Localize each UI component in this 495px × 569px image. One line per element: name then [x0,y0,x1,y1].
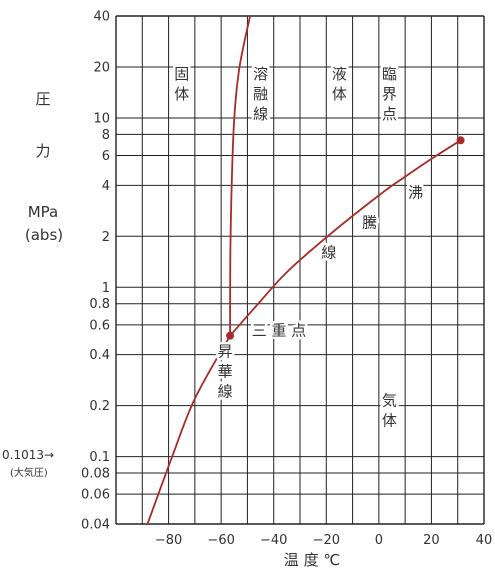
x-tick-labels: −80 −60 −40 −20 0 20 40 [155,533,492,548]
region-label-char: 体 [332,85,347,103]
region-label-char: 華 [218,363,233,381]
y-tick-label: 0.8 [89,297,110,312]
y-tick-label: 2 [102,230,110,245]
phase-curves [146,15,462,525]
x-tick-label: −80 [155,533,182,548]
region-label-char: 体 [382,412,397,430]
y-axis-label-unit: MPa [27,203,59,221]
region-label-char: 体 [174,85,189,103]
y-tick-label: 0.06 [81,488,110,503]
region-label: 三 重 点 [252,321,307,339]
region-label-char: 線 [218,383,233,401]
atmospheric-pressure-note: (大気圧) [10,468,48,479]
region-label-char: 線 [253,105,268,123]
boiling-curve [229,139,462,337]
y-tick-label: 0.1 [89,450,110,465]
triple-point-marker [226,331,235,340]
y-tick-label: 1 [102,281,110,296]
region-label-char: 溶 [253,65,268,83]
point-markers [226,136,465,340]
region-label-char: 昇 [218,343,233,361]
region-label-char: 固 [174,65,189,83]
y-tick-label: 8 [102,128,110,143]
region-label-char: 液 [332,65,347,83]
y-tick-label: 0.08 [81,467,110,482]
region-label-char: 沸 [408,183,423,201]
x-tick-label: −40 [260,533,287,548]
x-axis-label: 温 度 ℃ [284,551,340,569]
x-tick-label: −60 [207,533,234,548]
region-label-char: 騰 [362,214,377,232]
grid [115,15,485,525]
region-label-char: 融 [253,85,268,103]
region-label-char: 気 [382,392,397,410]
y-tick-label: 4 [102,179,110,194]
y-axis-label-abs: (abs) [24,226,64,244]
x-tick-label: 0 [375,533,383,548]
y-tick-labels: 0.04 0.06 0.08 0.1 0.2 0.4 0.6 0.81 2 4 6 8 10 20 40 [81,10,110,533]
region-label-char: 界 [382,85,397,103]
y-tick-label: 0.4 [89,348,110,363]
y-tick-label: 0.2 [89,399,110,414]
y-tick-label: 20 [93,60,110,75]
y-tick-label: 40 [93,10,110,25]
region-label-char: 線 [321,243,336,261]
region-label-char: 点 [382,105,397,123]
atmospheric-pressure-value: 0.1013→ [2,448,55,462]
y-axis-label-pressure: 圧 [35,90,51,108]
x-tick-label: −20 [313,533,340,548]
melting-curve [229,15,251,336]
y-axis-label-force: 力 [35,142,51,160]
region-label-char: 臨 [382,65,397,83]
y-tick-label: 10 [93,111,110,126]
y-tick-label: 0.04 [81,518,110,533]
x-tick-label: 40 [476,533,493,548]
critical-point-marker [456,136,465,145]
x-tick-label: 20 [423,533,440,548]
y-tick-label: 0.6 [89,318,110,333]
sublimation-curve [146,335,231,525]
y-tick-label: 6 [102,149,110,164]
